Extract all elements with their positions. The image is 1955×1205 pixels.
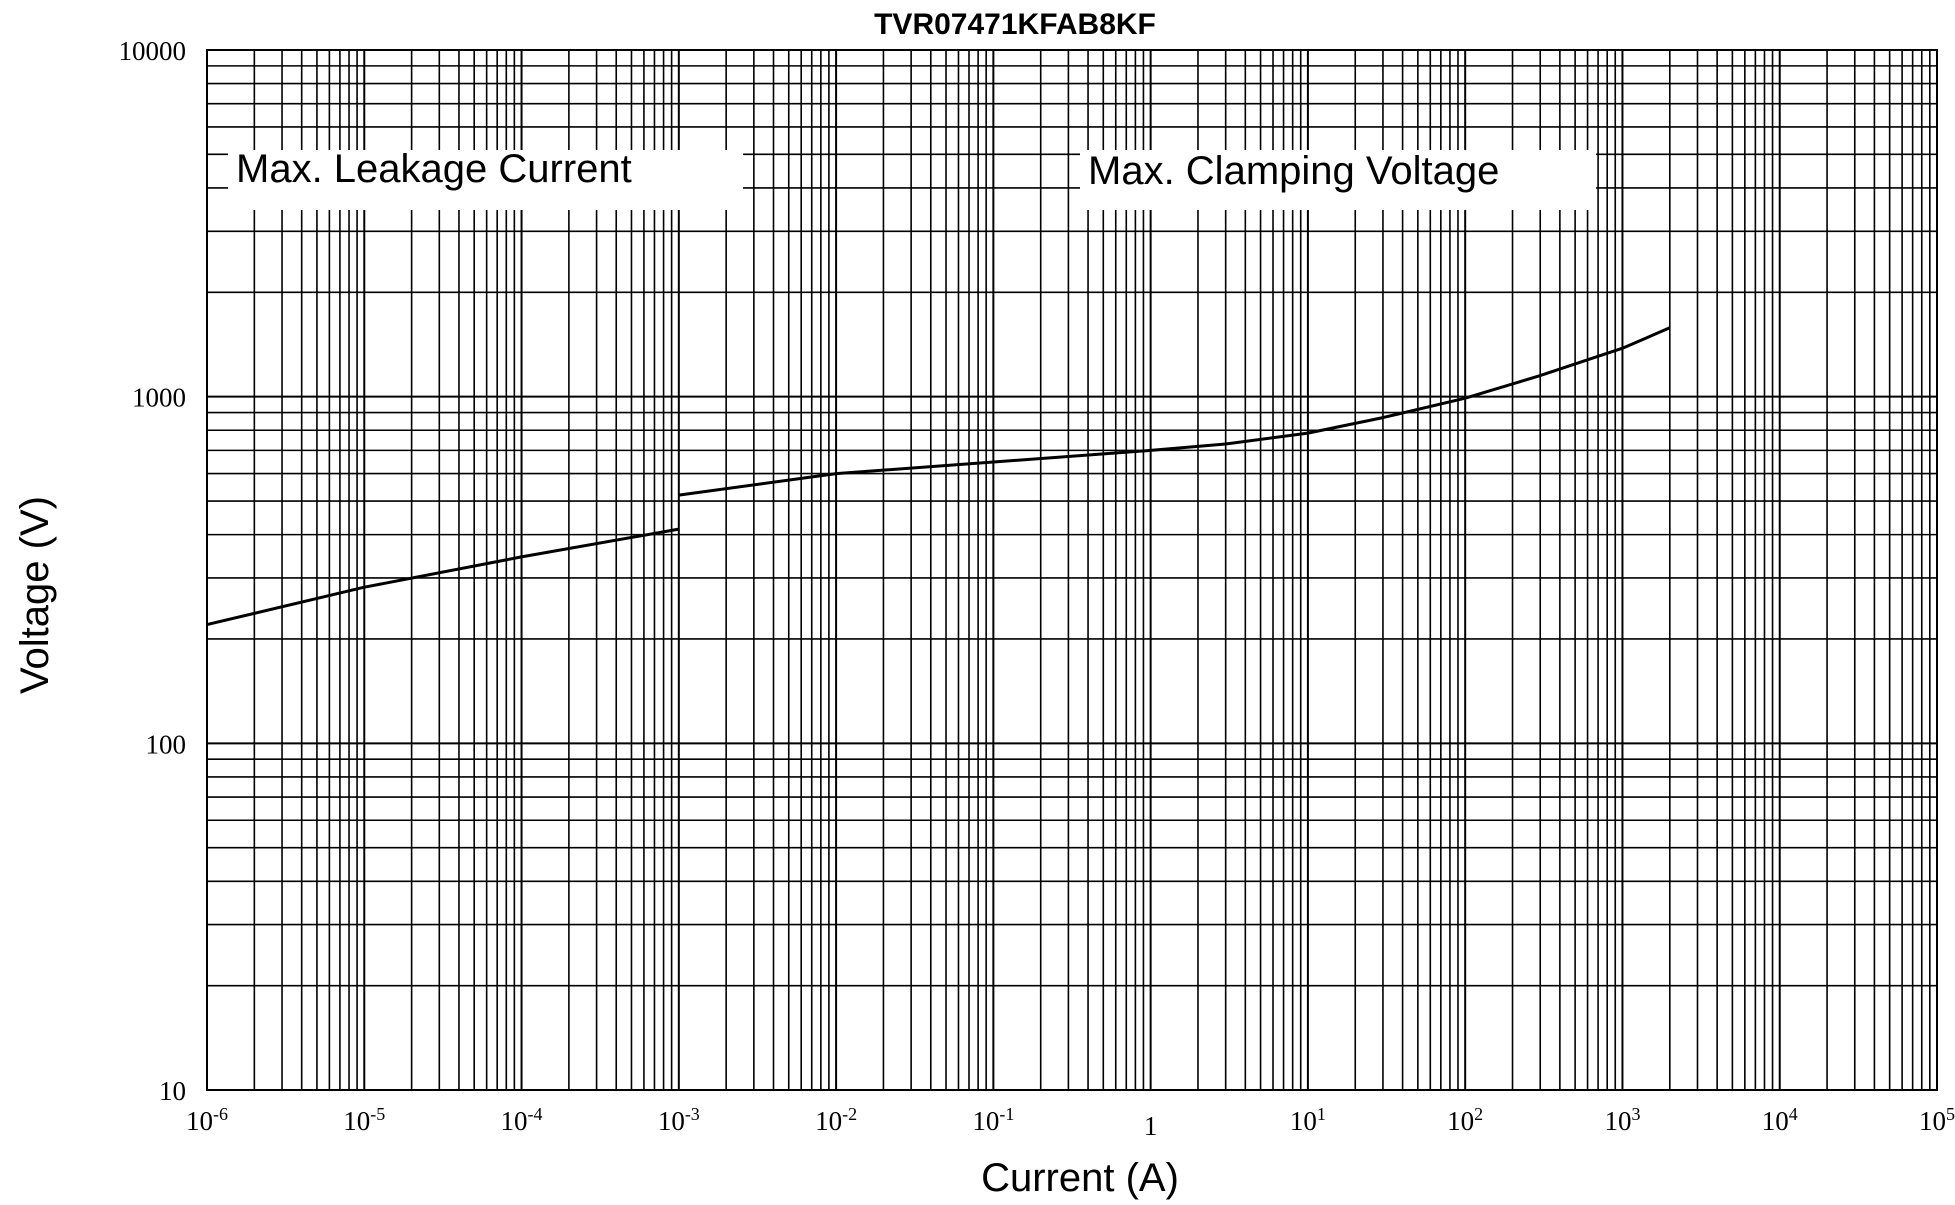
x-axis-label: Current (A) <box>981 1156 1179 1200</box>
x-tick-label: 10-6 <box>186 1104 228 1136</box>
x-tick-label: 10-5 <box>343 1104 385 1136</box>
y-axis-label: Voltage (V) <box>13 496 57 694</box>
x-tick-label: 10-1 <box>972 1104 1014 1136</box>
x-tick-label: 104 <box>1762 1104 1798 1136</box>
plot-frame <box>206 49 1938 1091</box>
y-tick-label: 1000 <box>132 383 186 413</box>
x-tick-label: 103 <box>1604 1104 1640 1136</box>
annotation-background <box>1080 150 1596 210</box>
chart-title: TVR07471KFAB8KF <box>874 8 1156 41</box>
series <box>206 326 1671 627</box>
annotation-label: Max. Leakage Current <box>236 147 632 191</box>
annotations: Max. Leakage Current Max. Clamping Voltag… <box>228 147 1596 210</box>
series-line-2 <box>678 326 1671 497</box>
x-tick-label: 105 <box>1919 1104 1955 1136</box>
x-tick-label: 102 <box>1447 1104 1483 1136</box>
y-tick-label: 10000 <box>119 36 187 66</box>
annotation-label: Max. Clamping Voltage <box>1088 149 1499 193</box>
x-tick-label: 10-4 <box>501 1104 543 1136</box>
y-tick-label: 100 <box>146 729 187 759</box>
x-tick-label: 10-3 <box>658 1104 700 1136</box>
annotation-background <box>228 150 743 210</box>
y-tick-labels: 10 100 1000 10000 <box>119 36 187 1106</box>
series-line-1 <box>206 527 680 627</box>
x-tick-labels: 10-6 10-5 10-4 10-3 10-2 10-1 1 101 102 103 104 105 <box>186 1104 1955 1141</box>
x-tick-label: 101 <box>1290 1104 1326 1136</box>
x-tick-label: 10-2 <box>815 1104 857 1136</box>
y-tick-label: 10 <box>159 1076 186 1106</box>
x-tick-label: 1 <box>1144 1111 1158 1141</box>
